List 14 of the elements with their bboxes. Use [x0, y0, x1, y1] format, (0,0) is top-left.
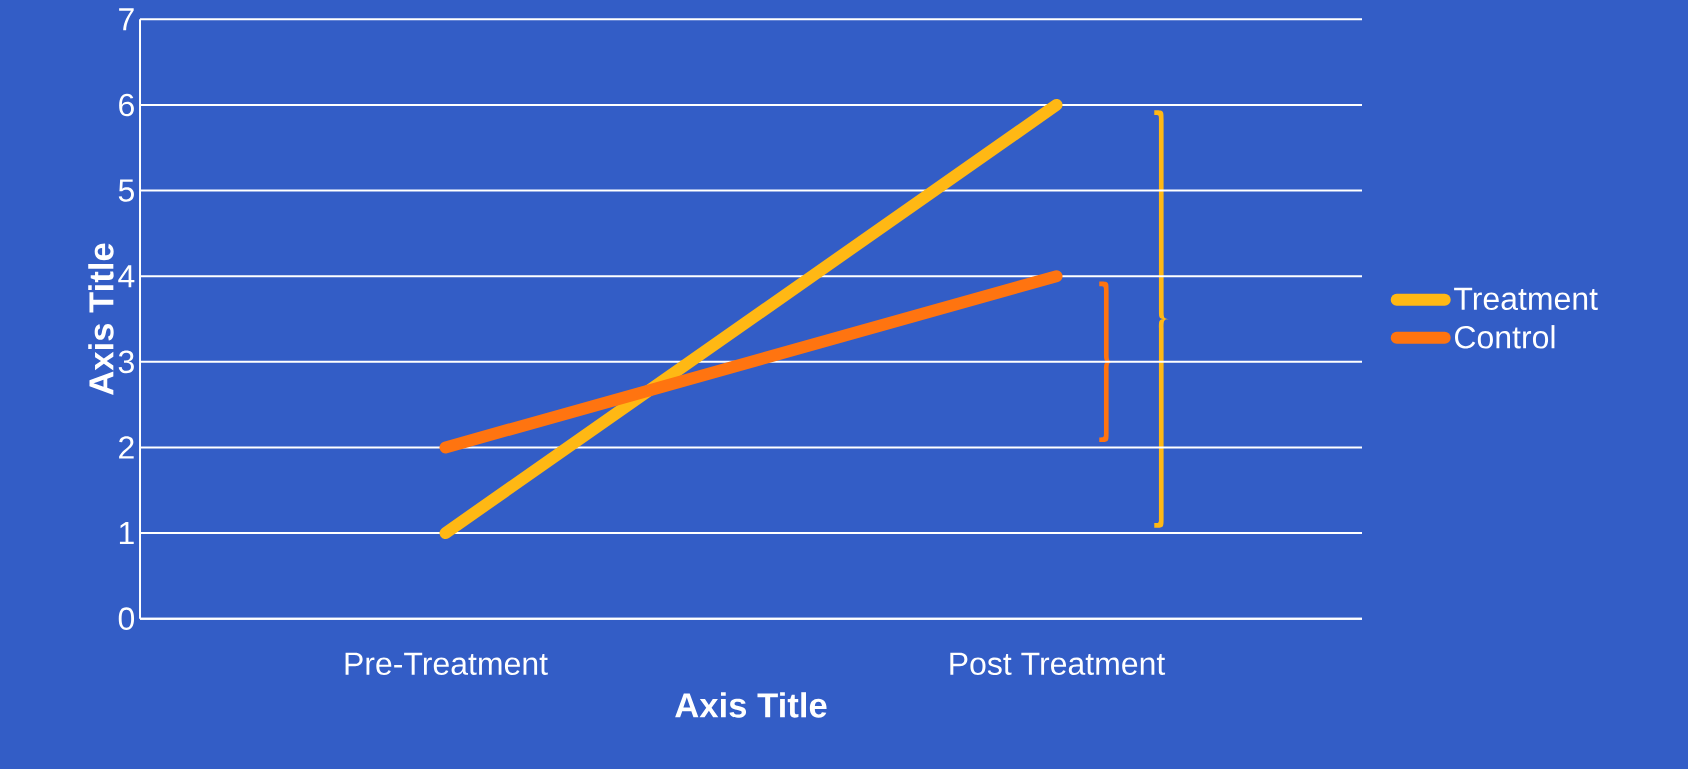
x-axis-title: Axis Title [675, 692, 827, 718]
y-tick-label: 0 [118, 607, 135, 630]
y-tick-label: 1 [119, 522, 134, 545]
legend-label: Treatment [1454, 287, 1598, 311]
y-tick-label: 7 [119, 8, 134, 31]
legend-label: Control [1455, 325, 1555, 349]
y-axis-title: Axis Title [88, 243, 114, 395]
x-tick-label: Pre-Treatment [345, 652, 548, 676]
x-tick-label: Post Treatment [950, 652, 1166, 676]
y-tick-label: 6 [119, 93, 134, 117]
y-tick-label: 5 [118, 179, 134, 202]
y-tick-label: 3 [118, 350, 134, 374]
y-tick-label: 2 [119, 436, 134, 459]
y-tick-label: 4 [118, 265, 135, 288]
